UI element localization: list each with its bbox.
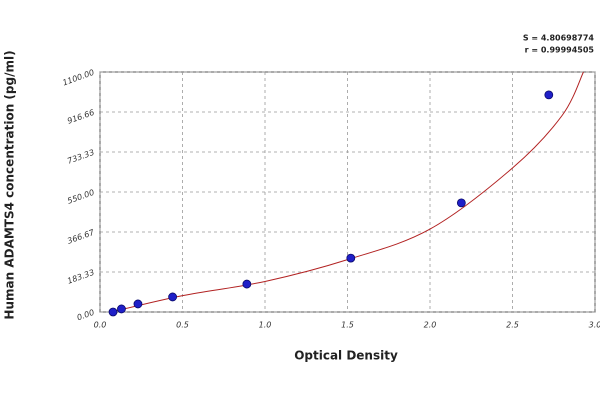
data-point (346, 253, 356, 263)
y-tick-label: 366.67 (66, 227, 96, 245)
data-point (108, 307, 118, 317)
y-tick-label: 733.33 (66, 148, 95, 166)
x-tick-label: 3.0 (589, 321, 600, 330)
data-point (168, 292, 178, 302)
fit-curve (111, 71, 584, 313)
y-tick-label: 183.33 (66, 268, 95, 286)
y-tick-label: 1100.00 (61, 68, 95, 88)
x-tick-label: 2.0 (424, 321, 437, 330)
x-tick-label: 0.5 (176, 321, 189, 330)
x-tick-label: 0.0 (94, 321, 107, 330)
data-point (133, 299, 143, 309)
y-axis-title: Human ADAMTS4 concentration (pg/ml) (3, 50, 17, 319)
data-point (544, 90, 554, 100)
annotation: S = 4.80698774 (523, 34, 595, 43)
data-point (456, 198, 466, 208)
x-tick-label: 1.0 (259, 321, 272, 330)
x-tick-label: 1.5 (341, 321, 354, 330)
y-tick-label: 0.00 (76, 308, 96, 323)
y-tick-label: 916.66 (66, 108, 95, 126)
annotation: r = 0.99994505 (525, 46, 595, 55)
data-point (242, 279, 252, 289)
y-tick-label: 550.00 (66, 188, 95, 206)
x-tick-label: 2.5 (506, 321, 519, 330)
x-axis-title: Optical Density (294, 349, 398, 363)
data-point (117, 304, 126, 314)
